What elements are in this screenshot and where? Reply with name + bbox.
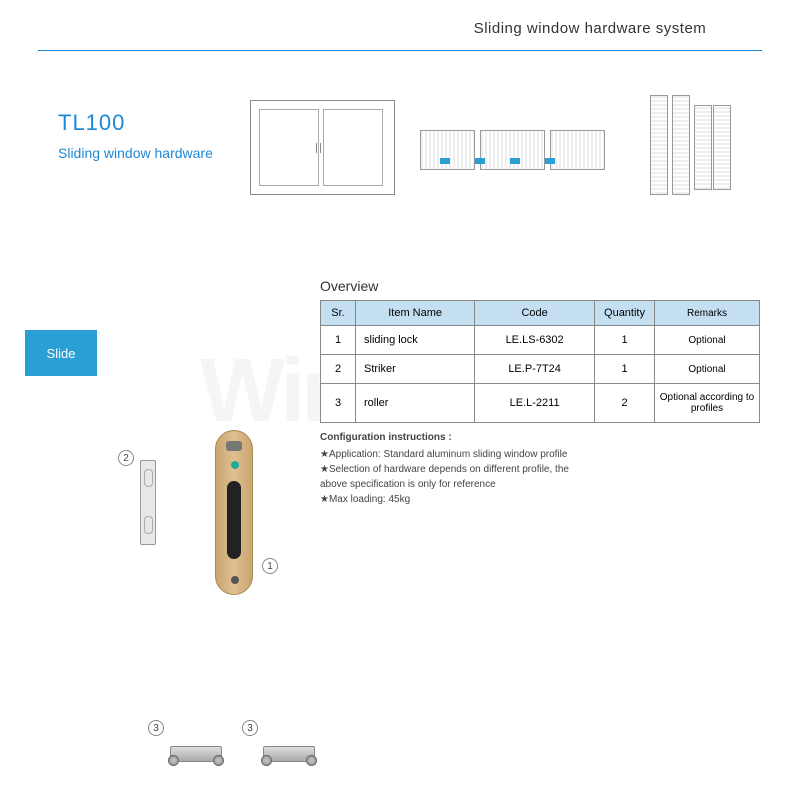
roller-illustration — [165, 742, 227, 766]
header-rule — [38, 50, 762, 51]
callout-1: 1 — [262, 558, 278, 574]
sliding-lock-illustration — [215, 430, 253, 595]
window-elevation-diagram — [250, 100, 395, 195]
cell-qty: 1 — [595, 326, 655, 355]
slide-tab[interactable]: Slide — [25, 330, 97, 376]
table-row: 3 roller LE.L-2211 2 Optional according … — [321, 384, 760, 423]
cell-item: sliding lock — [356, 326, 475, 355]
striker-illustration — [140, 460, 156, 545]
product-code: TL100 — [58, 110, 125, 136]
col-code: Code — [475, 301, 595, 326]
cell-code: LE.LS-6302 — [475, 326, 595, 355]
cell-item: Striker — [356, 355, 475, 384]
page-header: Sliding window hardware system — [0, 20, 800, 37]
cell-sr: 3 — [321, 384, 356, 423]
cell-sr: 1 — [321, 326, 356, 355]
table-row: 1 sliding lock LE.LS-6302 1 Optional — [321, 326, 760, 355]
cell-remarks: Optional — [655, 355, 760, 384]
col-item-name: Item Name — [356, 301, 475, 326]
product-subtitle: Sliding window hardware — [58, 145, 213, 161]
cell-remarks: Optional according to profiles — [655, 384, 760, 423]
cell-qty: 1 — [595, 355, 655, 384]
table-row: 2 Striker LE.P-7T24 1 Optional — [321, 355, 760, 384]
config-heading: Configuration instructions : — [320, 430, 740, 445]
config-line: ★Application: Standard aluminum sliding … — [320, 447, 740, 462]
cell-code: LE.L-2211 — [475, 384, 595, 423]
overview-heading: Overview — [320, 278, 378, 294]
table-header-row: Sr. Item Name Code Quantity Remarks — [321, 301, 760, 326]
col-quantity: Quantity — [595, 301, 655, 326]
col-sr: Sr. — [321, 301, 356, 326]
config-line: ★Selection of hardware depends on differ… — [320, 462, 740, 477]
cell-sr: 2 — [321, 355, 356, 384]
callout-3: 3 — [148, 720, 164, 736]
cell-qty: 2 — [595, 384, 655, 423]
overview-table: Sr. Item Name Code Quantity Remarks 1 sl… — [320, 300, 760, 423]
callout-3: 3 — [242, 720, 258, 736]
config-line: above specification is only for referenc… — [320, 477, 740, 492]
cell-code: LE.P-7T24 — [475, 355, 595, 384]
col-remarks: Remarks — [655, 301, 760, 326]
roller-illustration — [258, 742, 320, 766]
cell-item: roller — [356, 384, 475, 423]
callout-2: 2 — [118, 450, 134, 466]
config-line: ★Max loading: 45kg — [320, 492, 740, 507]
window-section-vertical-diagram — [650, 95, 735, 205]
slide-tab-label: Slide — [47, 346, 76, 361]
cell-remarks: Optional — [655, 326, 760, 355]
config-instructions: Configuration instructions : ★Applicatio… — [320, 430, 740, 507]
header-title: Sliding window hardware system — [380, 20, 800, 37]
window-section-horizontal-diagram — [420, 120, 620, 180]
